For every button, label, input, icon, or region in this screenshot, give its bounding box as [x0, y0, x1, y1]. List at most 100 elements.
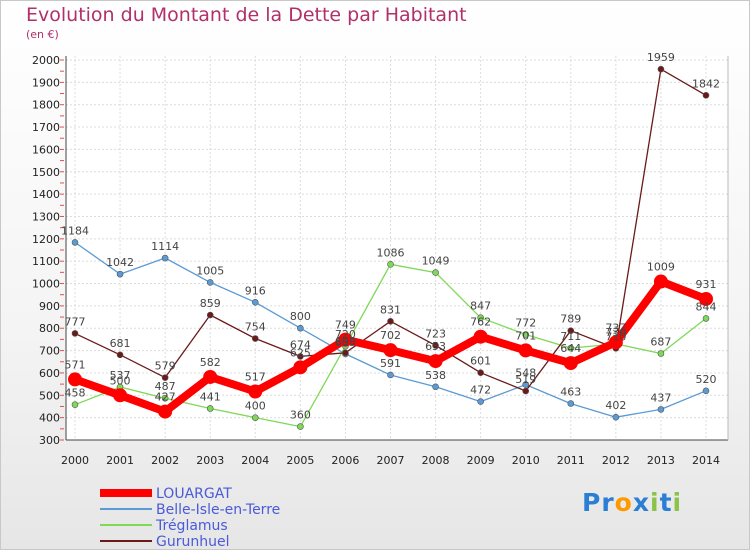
data-label: 1114 [151, 240, 179, 253]
data-label: 427 [155, 391, 176, 404]
data-label: 800 [290, 310, 311, 323]
data-label: 687 [650, 335, 671, 348]
y-tick-label: 300 [39, 434, 60, 447]
x-tick-label: 2013 [647, 454, 675, 467]
legend-label-0: LOUARGAT [156, 486, 232, 502]
data-label: 702 [380, 329, 401, 342]
data-point [206, 311, 214, 319]
data-label: 737 [605, 321, 626, 334]
data-label: 777 [65, 315, 86, 328]
y-tick-label: 1900 [32, 76, 60, 89]
data-label: 847 [470, 300, 491, 313]
data-label: 916 [245, 284, 266, 297]
data-point [702, 315, 710, 322]
x-tick-label: 2002 [151, 454, 179, 467]
data-point [653, 274, 668, 289]
data-point [297, 423, 304, 430]
data-label: 458 [65, 387, 86, 400]
data-point [432, 342, 439, 349]
data-label: 579 [155, 360, 176, 373]
y-tick-label: 1000 [32, 278, 60, 291]
logo-letter: i [650, 488, 660, 517]
data-point [477, 398, 484, 405]
data-point [251, 414, 259, 421]
data-point [248, 384, 263, 399]
y-tick-label: 1300 [32, 210, 60, 223]
data-point [432, 383, 439, 391]
data-point [702, 387, 710, 395]
logo-letter: P [582, 488, 602, 517]
data-point [68, 372, 82, 387]
data-label: 831 [380, 303, 401, 316]
data-point [612, 413, 620, 421]
data-point [432, 269, 439, 276]
data-point [71, 330, 79, 337]
data-point [251, 335, 259, 342]
data-label: 591 [380, 357, 401, 370]
series-lines [68, 65, 713, 430]
x-tick-label: 2011 [557, 454, 585, 467]
data-point [161, 394, 169, 402]
data-label: 723 [425, 327, 446, 340]
x-tick-label: 2008 [422, 454, 450, 467]
chart-unit: (en €) [26, 28, 59, 41]
data-point [522, 381, 530, 388]
data-label: 762 [470, 316, 491, 329]
data-point [161, 374, 169, 381]
data-point [383, 343, 398, 358]
data-label: 710 [605, 330, 626, 343]
data-point [297, 324, 304, 332]
data-label: 548 [515, 367, 536, 380]
data-point [567, 400, 575, 407]
legend-label-3: Gurunhuel [156, 534, 229, 550]
data-label: 441 [200, 390, 221, 403]
y-tick-label: 1200 [32, 233, 60, 246]
data-point [293, 360, 308, 375]
y-tick-label: 1100 [32, 255, 60, 268]
logo-letter: t [659, 488, 673, 517]
x-tick-label: 2009 [467, 454, 495, 467]
data-label: 517 [245, 370, 266, 383]
data-point [161, 254, 169, 262]
data-label: 644 [560, 342, 581, 355]
data-label: 1184 [61, 224, 89, 237]
y-tick-label: 400 [39, 412, 60, 425]
data-label: 711 [560, 330, 581, 343]
data-label: 1086 [377, 246, 405, 259]
data-label: 701 [515, 329, 536, 342]
data-labels: 571 500 427 582 517 625 749 702 653 762 701 644 737 1… [61, 51, 720, 421]
data-point [338, 332, 353, 347]
data-point [473, 329, 488, 344]
data-label: 1042 [106, 256, 134, 269]
data-point [699, 291, 713, 306]
data-label: 537 [110, 369, 131, 382]
data-point [387, 371, 394, 379]
y-tick-label: 1600 [32, 143, 60, 156]
data-point [608, 335, 623, 350]
data-point [71, 401, 79, 408]
y-tick-label: 700 [39, 345, 60, 358]
chart-title: Evolution du Montant de la Dette par Hab… [26, 4, 467, 26]
y-tick-label: 1400 [32, 188, 60, 201]
data-label: 681 [110, 337, 131, 350]
data-point [251, 299, 259, 306]
data-point [563, 356, 578, 371]
data-point [522, 387, 530, 395]
data-label: 720 [335, 328, 356, 341]
data-label: 754 [245, 321, 266, 334]
x-tick-label: 2004 [241, 454, 269, 467]
data-point [477, 369, 484, 377]
grid [66, 56, 728, 441]
data-point [567, 344, 575, 352]
data-label: 463 [560, 386, 581, 399]
data-label: 674 [290, 338, 311, 351]
x-tick-label: 2001 [106, 454, 134, 467]
data-point [657, 406, 665, 413]
x-tick-label: 2000 [61, 454, 89, 467]
data-point [116, 270, 124, 278]
data-label: 844 [696, 300, 717, 313]
data-point [342, 349, 349, 357]
data-label: 730 [605, 326, 626, 339]
legend: LOUARGATBelle-Isle-en-TerreTréglamusGuru… [100, 486, 280, 550]
